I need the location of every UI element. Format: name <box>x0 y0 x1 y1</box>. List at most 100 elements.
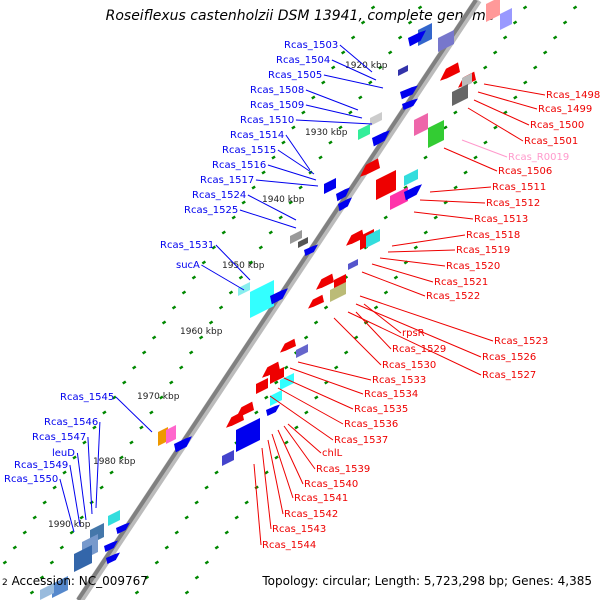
gene-label[interactable]: Rcas_1521 <box>434 277 488 288</box>
gene-label[interactable]: Rcas_1518 <box>466 230 520 241</box>
gene-block[interactable] <box>280 373 294 390</box>
gene-arrow[interactable] <box>270 288 288 305</box>
gene-block[interactable] <box>418 23 432 46</box>
gene-label[interactable]: Rcas_1505 <box>268 70 322 81</box>
gene-label[interactable]: Rcas_1533 <box>372 375 426 386</box>
gene-label[interactable]: Rcas_1526 <box>482 352 536 363</box>
gene-label[interactable]: Rcas_1546 <box>44 417 98 428</box>
gene-block[interactable] <box>334 274 346 290</box>
gene-label[interactable]: Rcas_1540 <box>304 479 358 490</box>
gene-block[interactable] <box>256 378 268 394</box>
gene-label[interactable]: Rcas_1541 <box>294 493 348 504</box>
gene-label[interactable]: Rcas_1531 <box>160 240 214 251</box>
gene-block[interactable] <box>462 73 472 88</box>
gene-label[interactable]: Rcas_1514 <box>230 130 284 141</box>
gene-block[interactable] <box>238 282 250 296</box>
gene-label[interactable]: Rcas_1512 <box>486 198 540 209</box>
gene-label[interactable]: Rcas_1508 <box>250 85 304 96</box>
gene-arrow[interactable] <box>280 338 296 353</box>
gene-block[interactable] <box>398 65 408 76</box>
gene-label[interactable]: Rcas_1545 <box>60 392 114 403</box>
gene-block[interactable] <box>452 84 468 106</box>
gene-block[interactable] <box>438 30 454 52</box>
gene-label[interactable]: Rcas_1547 <box>32 432 86 443</box>
gene-label[interactable]: Rcas_1542 <box>284 509 338 520</box>
gene-block[interactable] <box>270 390 282 406</box>
gene-label[interactable]: Rcas_1525 <box>184 205 238 216</box>
gene-block[interactable] <box>500 8 512 30</box>
gene-block[interactable] <box>250 280 274 318</box>
gene-arrow[interactable] <box>346 229 364 246</box>
gene-arrow[interactable] <box>316 273 334 290</box>
gene-label[interactable]: sucA <box>176 260 200 271</box>
gene-label[interactable]: Rcas_1539 <box>316 464 370 475</box>
gene-arrow[interactable] <box>336 187 350 202</box>
gene-block[interactable] <box>52 576 68 598</box>
gene-label[interactable]: Rcas_1501 <box>524 136 578 147</box>
gene-label[interactable]: chlL <box>322 448 343 459</box>
gene-arrow[interactable] <box>116 522 130 535</box>
gene-block[interactable] <box>370 112 382 126</box>
gene-arrow[interactable] <box>304 244 318 257</box>
gene-arrow[interactable] <box>174 436 192 453</box>
gene-label[interactable]: Rcas_1543 <box>272 524 326 535</box>
gene-label[interactable]: Rcas_1527 <box>482 370 536 381</box>
gene-label[interactable]: Rcas_1530 <box>382 360 436 371</box>
gene-arrow[interactable] <box>402 98 418 111</box>
gene-block[interactable] <box>236 418 260 452</box>
gene-block[interactable] <box>270 367 284 384</box>
gene-arrow[interactable] <box>226 411 244 428</box>
gene-arrow[interactable] <box>262 361 280 378</box>
gene-arrow[interactable] <box>408 30 426 47</box>
gene-arrow[interactable] <box>266 404 280 417</box>
gene-block[interactable] <box>324 178 336 194</box>
gene-label[interactable]: Rcas_1515 <box>222 145 276 156</box>
gene-arrow[interactable] <box>404 184 422 201</box>
gene-block[interactable] <box>404 169 418 186</box>
gene-label[interactable]: Rcas_1549 <box>14 460 68 471</box>
gene-block[interactable] <box>222 450 234 466</box>
gene-block[interactable] <box>376 170 396 200</box>
gene-label[interactable]: Rcas_1499 <box>538 104 592 115</box>
gene-arrow[interactable] <box>106 552 120 565</box>
gene-label[interactable]: Rcas_1510 <box>240 115 294 126</box>
gene-block[interactable] <box>74 545 92 572</box>
gene-block[interactable] <box>330 282 346 302</box>
gene-label[interactable]: Rcas_1516 <box>212 160 266 171</box>
gene-block[interactable] <box>428 120 444 148</box>
gene-label[interactable]: Rcas_1511 <box>492 182 546 193</box>
gene-label[interactable]: Rcas_1522 <box>426 291 480 302</box>
gene-block[interactable] <box>158 427 168 446</box>
gene-label[interactable]: Rcas_1504 <box>276 55 330 66</box>
gene-label[interactable]: Rcas_1498 <box>546 90 600 101</box>
gene-label[interactable]: Rcas_1536 <box>344 419 398 430</box>
gene-block[interactable] <box>108 510 120 526</box>
gene-label[interactable]: Rcas_1534 <box>364 389 418 400</box>
gene-label[interactable]: Rcas_1537 <box>334 435 388 446</box>
gene-label[interactable]: leuD <box>52 448 75 459</box>
gene-arrow[interactable] <box>400 85 418 100</box>
gene-block[interactable] <box>390 187 408 210</box>
gene-block[interactable] <box>40 583 54 600</box>
gene-block[interactable] <box>298 237 308 248</box>
gene-label[interactable]: Rcas_1506 <box>498 166 552 177</box>
gene-block[interactable] <box>414 113 428 136</box>
gene-arrow[interactable] <box>372 130 390 147</box>
gene-block[interactable] <box>486 0 500 22</box>
gene-label[interactable]: Rcas_1519 <box>456 245 510 256</box>
gene-arrow[interactable] <box>104 540 118 553</box>
gene-block[interactable] <box>366 229 380 248</box>
gene-label[interactable]: Rcas_1523 <box>494 336 548 347</box>
gene-label[interactable]: Rcas_1517 <box>200 175 254 186</box>
gene-block[interactable] <box>348 259 358 270</box>
gene-label[interactable]: Rcas_1509 <box>250 100 304 111</box>
gene-label[interactable]: rpsR <box>402 328 425 339</box>
gene-label[interactable]: Rcas_1513 <box>474 214 528 225</box>
gene-arrow[interactable] <box>440 62 460 81</box>
gene-label[interactable]: Rcas_R0019 <box>508 152 569 163</box>
gene-label[interactable]: Rcas_1544 <box>262 540 316 551</box>
gene-label[interactable]: Rcas_1524 <box>192 190 246 201</box>
gene-arrow[interactable] <box>360 158 380 177</box>
gene-label[interactable]: Rcas_1550 <box>4 474 58 485</box>
